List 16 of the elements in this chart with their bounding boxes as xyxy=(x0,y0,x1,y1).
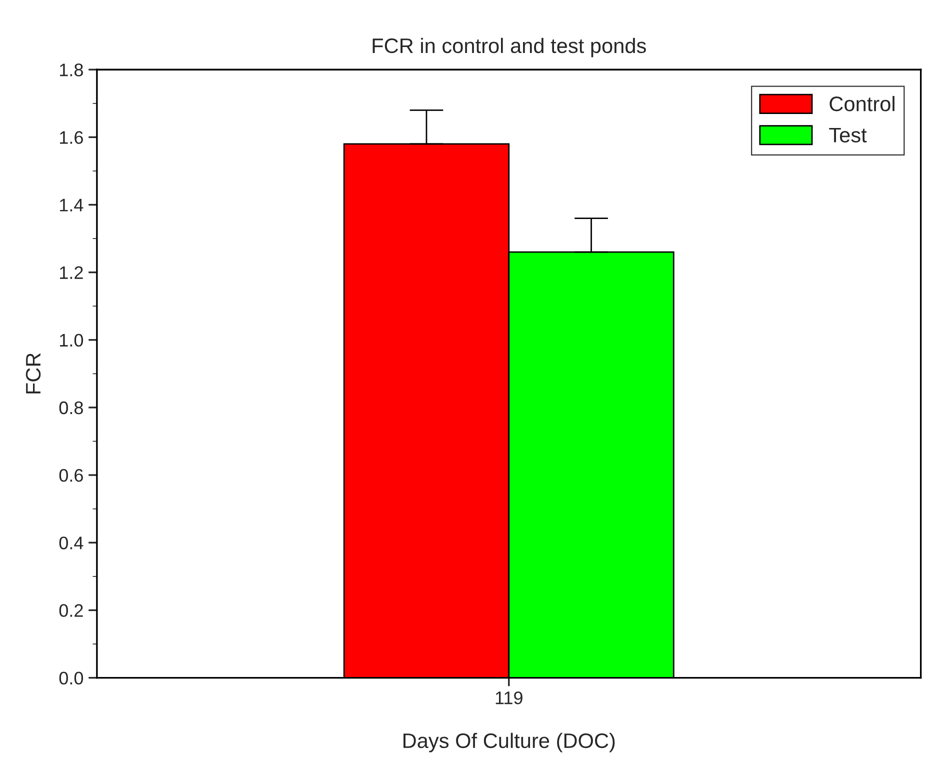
x-axis-title: Days Of Culture (DOC) xyxy=(404,732,615,752)
legend-label: Control xyxy=(830,96,894,112)
y-tick-label: 0.4 xyxy=(59,536,84,550)
x-tick-label: 119 xyxy=(496,691,522,704)
y-axis-title: FCR xyxy=(26,353,41,394)
y-tick-label: 1.8 xyxy=(60,64,83,76)
y-tick-label: 0.8 xyxy=(59,401,83,414)
y-tick-label: 1.6 xyxy=(60,131,83,144)
legend-label: Test xyxy=(829,128,867,142)
y-tick-label: 1.4 xyxy=(60,198,84,212)
y-tick-label: 1.2 xyxy=(60,266,83,279)
y-tick-label: 0.6 xyxy=(59,469,83,482)
y-tick-label: 0.2 xyxy=(59,604,83,617)
y-tick-label: 0.0 xyxy=(59,672,84,685)
y-tick-label: 1.0 xyxy=(60,334,84,347)
chart-title: FCR in control and test ponds xyxy=(372,38,646,58)
